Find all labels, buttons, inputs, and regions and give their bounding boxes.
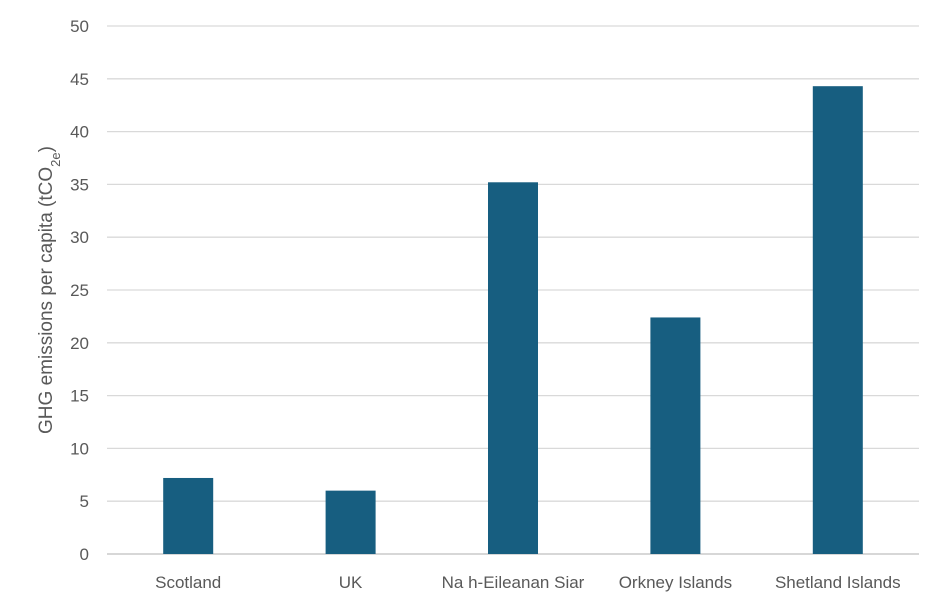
x-tick-label: Shetland Islands bbox=[775, 573, 901, 592]
y-tick-label: 40 bbox=[70, 123, 89, 142]
x-tick-label: Na h-Eileanan Siar bbox=[442, 573, 585, 592]
y-tick-label: 50 bbox=[70, 17, 89, 36]
bars bbox=[163, 86, 863, 554]
y-axis-tick-labels: 0 5 10 15 20 25 30 35 40 45 50 bbox=[70, 17, 89, 564]
x-tick-label: Scotland bbox=[155, 573, 221, 592]
bar-na-h-eileanan-siar bbox=[488, 182, 538, 554]
y-tick-label: 20 bbox=[70, 334, 89, 353]
x-tick-label: UK bbox=[339, 573, 363, 592]
y-tick-label: 35 bbox=[70, 175, 89, 194]
bar-uk bbox=[325, 490, 376, 554]
bar-shetland-islands bbox=[812, 86, 863, 554]
y-tick-label: 10 bbox=[70, 439, 89, 458]
y-tick-label: 25 bbox=[70, 281, 89, 300]
x-axis-tick-labels: Scotland UK Na h-Eileanan Siar Orkney Islan… bbox=[155, 573, 901, 592]
bar-scotland bbox=[163, 477, 214, 554]
bar-orkney-islands bbox=[650, 317, 701, 554]
y-tick-label: 45 bbox=[70, 70, 89, 89]
y-tick-label: 5 bbox=[80, 492, 89, 511]
y-tick-label: 30 bbox=[70, 228, 89, 247]
x-tick-label: Orkney Islands bbox=[619, 573, 732, 592]
y-axis-label: GHG emissions per capita (tCO2e) bbox=[36, 146, 63, 434]
y-tick-label: 15 bbox=[70, 387, 89, 406]
y-tick-label: 0 bbox=[80, 545, 89, 564]
